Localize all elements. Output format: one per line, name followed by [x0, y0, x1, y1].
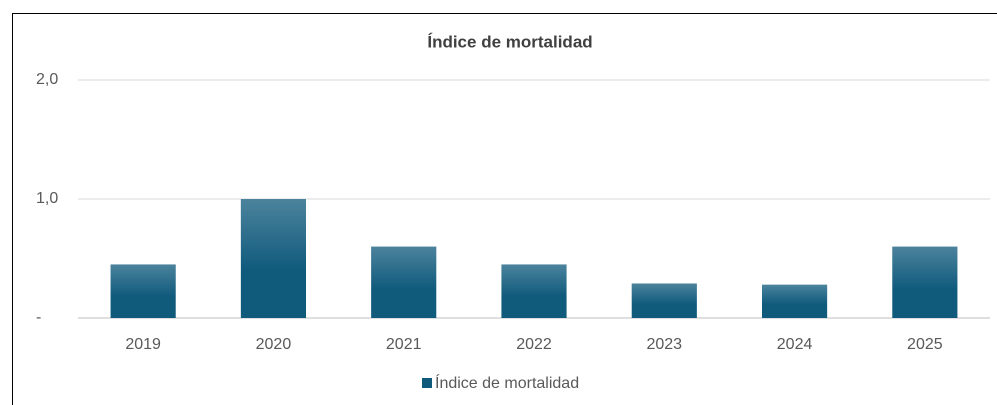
bar-shine — [110, 264, 176, 318]
x-tick-label: 2020 — [256, 336, 292, 353]
legend-label: Índice de mortalidad — [435, 373, 579, 392]
y-tick-label: 1,0 — [36, 190, 58, 207]
bar-shine — [762, 284, 828, 318]
legend-swatch — [422, 378, 432, 388]
x-tick-label: 2024 — [777, 336, 813, 353]
bar-shine — [240, 199, 306, 318]
x-tick-label: 2022 — [516, 336, 552, 353]
x-tick-label: 2021 — [386, 336, 422, 353]
bar-shine — [501, 264, 567, 318]
bar-shine — [892, 246, 958, 318]
chart-title: Índice de mortalidad — [427, 32, 592, 51]
x-tick-label: 2025 — [907, 336, 943, 353]
x-tick-label: 2023 — [646, 336, 682, 353]
bar-shine — [371, 246, 437, 318]
chart-border — [12, 13, 997, 405]
bar-shine — [631, 283, 697, 318]
y-tick-label: - — [36, 309, 41, 326]
y-tick-label: 2,0 — [36, 71, 58, 88]
x-tick-label: 2019 — [125, 336, 161, 353]
